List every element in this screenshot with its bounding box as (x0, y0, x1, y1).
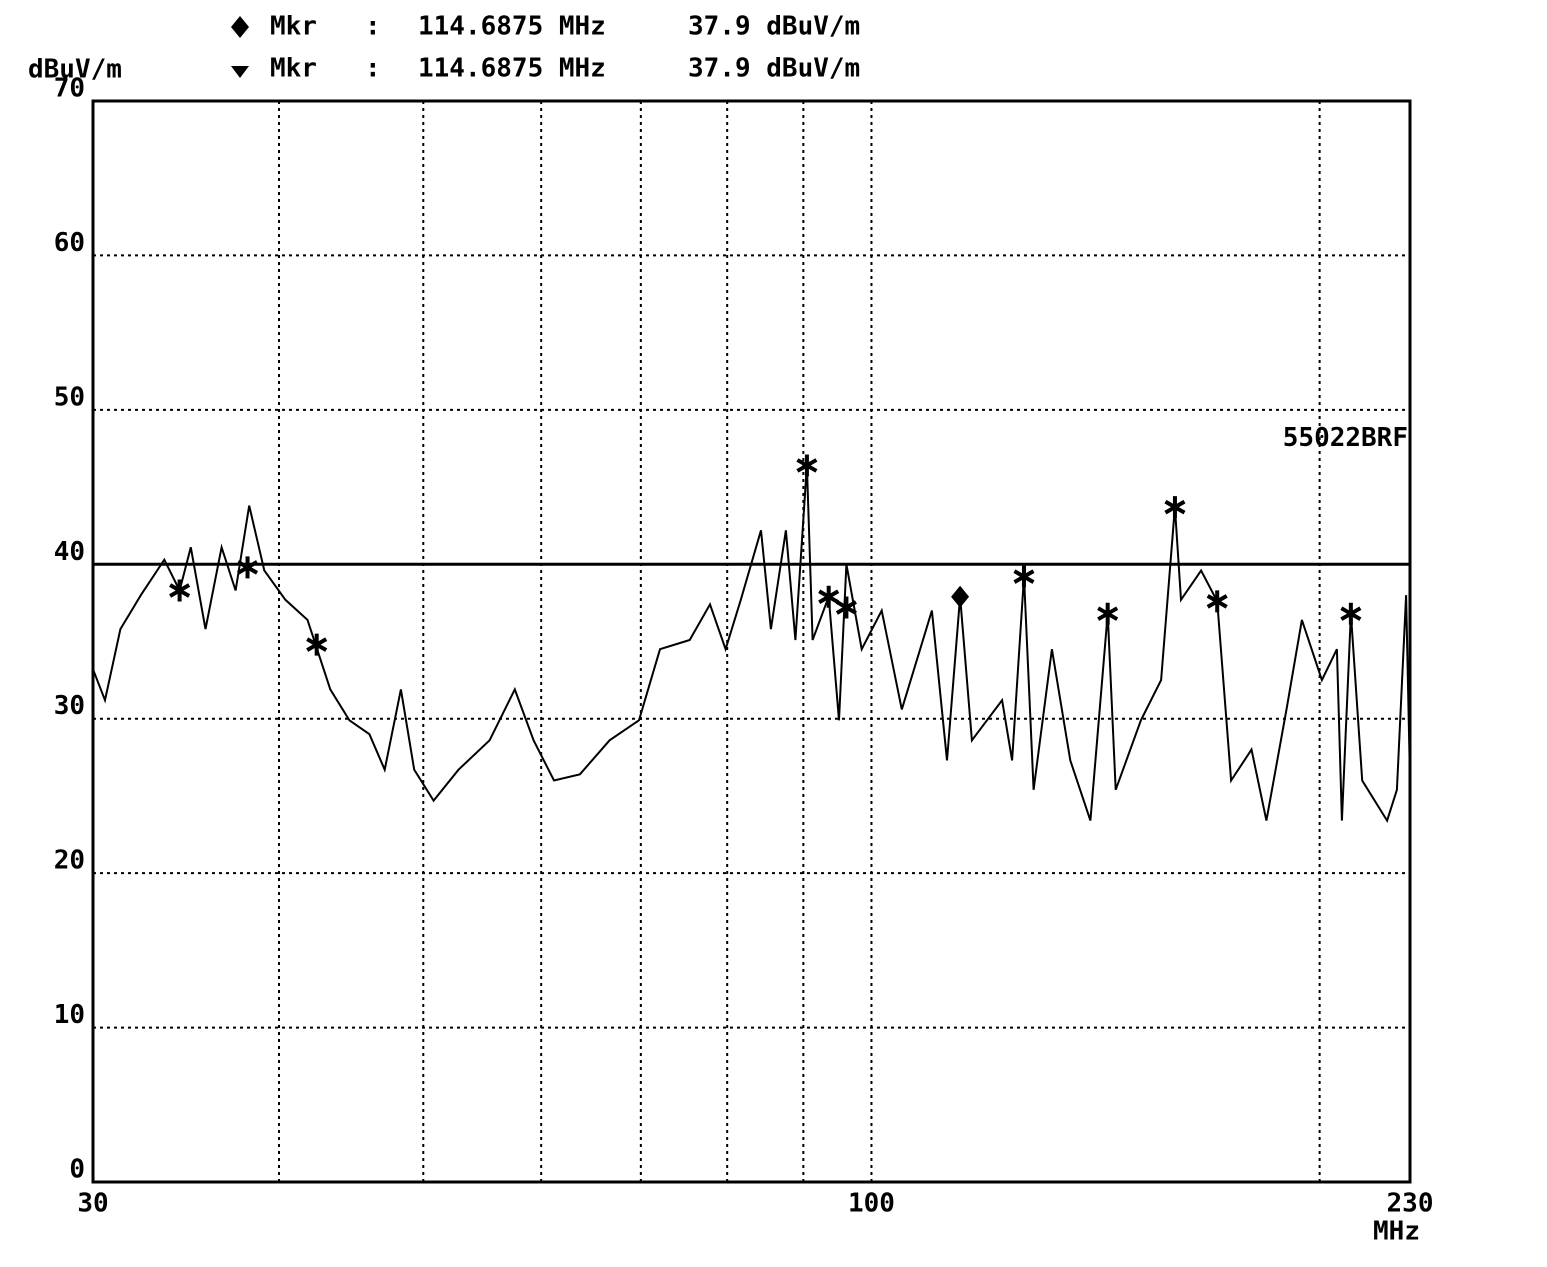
peak-marker (818, 585, 840, 608)
readout-level: 37.9 dBuV/m (688, 54, 860, 84)
readout-frequency: 114.6875 MHz (418, 12, 606, 42)
peak-marker (1164, 496, 1186, 519)
y-tick-label: 70 (54, 74, 85, 104)
peak-marker (835, 596, 857, 619)
y-tick-label: 10 (54, 1000, 85, 1030)
trace (92, 465, 1411, 823)
x-tick-label: 30 (77, 1189, 108, 1219)
y-tick-label: 30 (54, 691, 85, 721)
readout-label: Mkr (270, 12, 317, 42)
y-tick-label: 60 (54, 228, 85, 258)
y-axis-label: dBuV/m (28, 55, 122, 85)
x-tick-label: 100 (848, 1189, 895, 1219)
x-axis-label: MHz (1373, 1217, 1420, 1247)
x-tick-label: 230 (1387, 1189, 1434, 1219)
peak-marker (1340, 602, 1362, 625)
plot-frame (91, 99, 1412, 1184)
peak-marker (1206, 590, 1228, 613)
peak-marker (169, 579, 191, 602)
readout-level: 37.9 dBuV/m (688, 12, 860, 42)
active-marker (951, 585, 970, 608)
readout-separator: : (365, 54, 381, 84)
readout-label: Mkr (270, 54, 317, 84)
y-tick-label: 0 (69, 1155, 85, 1185)
readout-frequency: 114.6875 MHz (418, 54, 606, 84)
limit-label: 55022BRF (1283, 423, 1408, 453)
peak-marker (1097, 602, 1119, 625)
peak-marker (1013, 565, 1035, 588)
y-tick-label: 20 (54, 846, 85, 876)
y-tick-label: 40 (54, 537, 85, 567)
diamond-symbol (231, 16, 249, 38)
peak-marker (306, 633, 328, 656)
triangle-symbol (231, 66, 249, 78)
y-tick-label: 50 (54, 382, 85, 412)
peak-marker (796, 454, 818, 477)
readout-separator: : (365, 12, 381, 42)
peak-marker (237, 556, 259, 579)
